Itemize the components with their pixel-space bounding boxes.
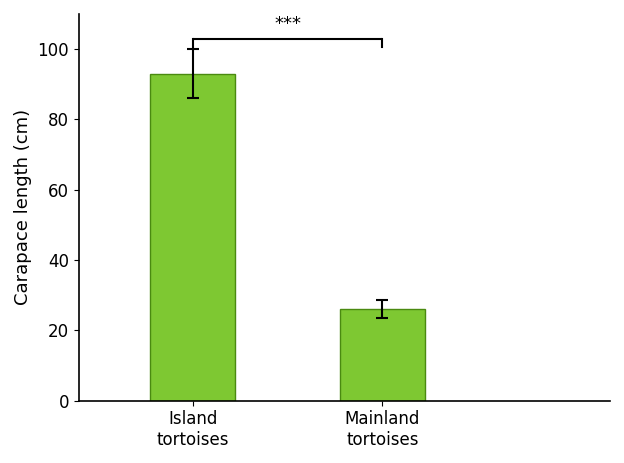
Y-axis label: Carapace length (cm): Carapace length (cm) [14, 109, 32, 306]
Text: ***: *** [274, 15, 301, 33]
Bar [150, 74, 235, 400]
Bar [339, 309, 425, 400]
